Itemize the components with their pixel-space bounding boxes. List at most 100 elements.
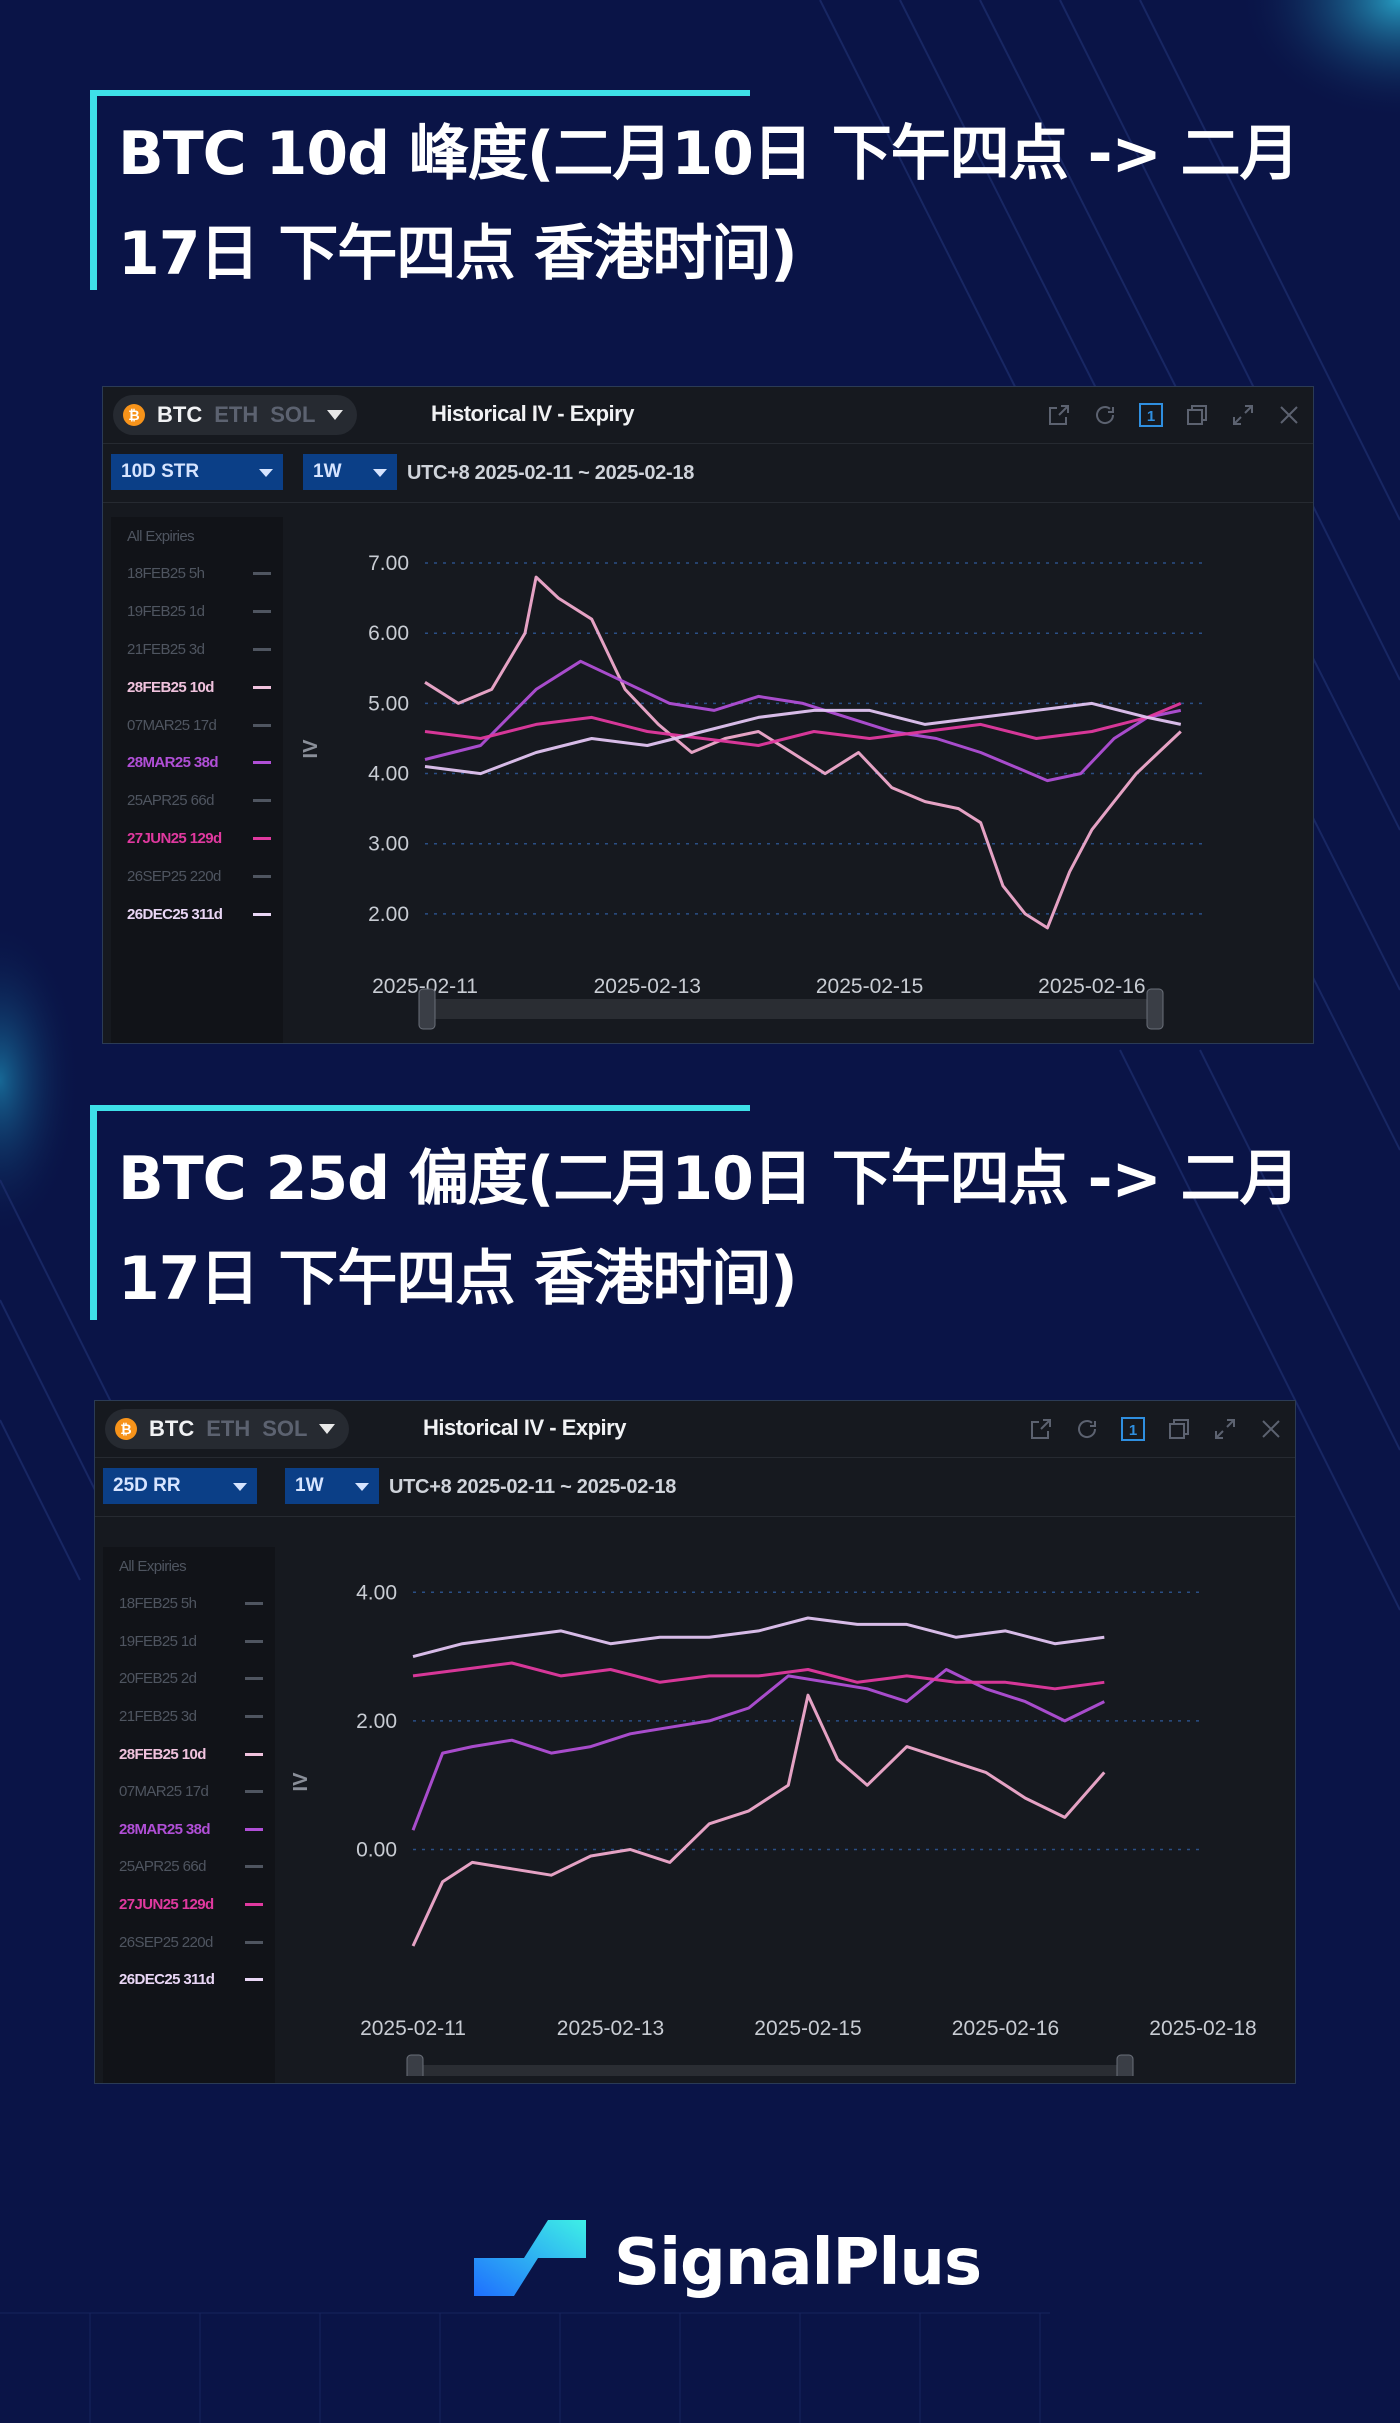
x-tick-label: 2025-02-16 [1038,975,1145,998]
chevron-down-icon [259,469,273,477]
series-swatch [245,1602,263,1606]
refresh-icon[interactable] [1091,401,1119,429]
expiry-item[interactable]: 07MAR25 17d [119,1781,263,1803]
coin-tab-sol[interactable]: SOL [270,402,316,427]
external-link-icon[interactable] [1045,401,1073,429]
y-tick-label: 2.00 [356,1710,397,1733]
coin-tab-eth[interactable]: ETH [206,1416,251,1441]
headline-accent-top [90,1105,750,1111]
range-slider-track [425,999,1157,1019]
widget-title: Historical IV - Expiry [431,401,634,426]
expiry-item[interactable]: 19FEB25 1d [127,601,271,623]
series-swatch [245,1790,263,1794]
expiry-item[interactable]: 20FEB25 2d [119,1668,263,1690]
expiry-item[interactable]: All Expiries [119,1555,263,1577]
x-tick-label: 2025-02-11 [372,975,478,998]
chart-widget-kurtosis: ₿ BTC ETH SOL Historical IV - Expiry 1 1… [102,386,1314,1044]
headline-text: BTC 25d 偏度(二月10日 下午四点 -> 二月17日 下午四点 香港时间… [118,1144,1300,1314]
signalplus-logo-icon [474,2220,586,2296]
expiry-label: 07MAR25 17d [127,716,217,734]
expiry-item[interactable]: 27JUN25 129d [127,827,271,849]
expiry-label: 18FEB25 5h [119,1595,197,1613]
series-swatch [245,1752,263,1756]
coin-tab-sol[interactable]: SOL [262,1416,308,1441]
expand-icon[interactable] [1211,1415,1239,1443]
chart-skew: 4.00 2.00 0.00 2025-02-11 2025-02-13 2025-02-… [290,1581,1257,2076]
headline-accent-top [90,90,750,96]
close-icon[interactable] [1275,401,1303,429]
expiry-label: 28MAR25 38d [127,754,219,772]
period-select[interactable]: 1W [303,454,397,490]
series-swatch [245,1714,263,1718]
close-icon[interactable] [1257,1415,1285,1443]
svg-text:1: 1 [1129,1422,1137,1439]
expiry-label: 28FEB25 10d [127,678,214,696]
y-tick-label: 4.00 [368,763,409,786]
coin-tab-btc[interactable]: BTC [149,1416,195,1441]
duplicate-icon[interactable] [1165,1415,1193,1443]
expiry-item[interactable]: 18FEB25 5h [119,1593,263,1615]
expiry-label: All Expiries [119,1557,187,1575]
expiry-item[interactable]: 26SEP25 220d [127,865,271,887]
headline-accent-left [90,1105,97,1320]
widget-topbar: ₿ BTC ETH SOL Historical IV - Expiry 1 [103,387,1313,444]
expiry-item[interactable]: 27JUN25 129d [119,1893,263,1915]
x-tick-label: 2025-02-13 [594,975,701,998]
metric-select[interactable]: 10D STR [111,454,283,490]
series-swatch [253,572,271,576]
range-slider-handle-right [1146,988,1164,1030]
date-range[interactable]: UTC+8 2025-02-11 ~ 2025-02-18 [389,1476,677,1498]
expiry-item[interactable]: 07MAR25 17d [127,714,271,736]
svg-text:1: 1 [1147,408,1155,425]
expiry-item[interactable]: 28MAR25 38d [119,1818,263,1840]
layout-one-icon[interactable]: 1 [1137,401,1165,429]
expiry-item[interactable]: 25APR25 66d [119,1856,263,1878]
window-controls: 1 [1027,1415,1285,1443]
expiry-item[interactable]: All Expiries [127,525,271,547]
series-line [412,1661,1105,1691]
series-swatch [245,1978,263,1982]
expand-icon[interactable] [1229,401,1257,429]
period-select-value: 1W [313,461,342,482]
y-tick-label: 5.00 [368,692,409,715]
coin-tab-btc[interactable]: BTC [157,402,203,427]
coin-selector: ₿ BTC ETH SOL [113,395,358,435]
expiry-item[interactable]: 28FEB25 10d [127,676,271,698]
range-slider-handle-left [406,2054,424,2076]
series-swatch [253,647,271,651]
metric-select-value: 10D STR [121,461,200,482]
expiry-item[interactable]: 26DEC25 311d [119,1969,263,1991]
metric-select[interactable]: 25D RR [103,1468,257,1504]
series-line [411,1693,1106,1947]
headline-accent-left [90,90,97,290]
expiry-item[interactable]: 26DEC25 311d [127,903,271,925]
coin-tab-eth[interactable]: ETH [214,402,259,427]
range-slider-handle-right [1116,2054,1134,2076]
chevron-down-icon [233,1483,247,1491]
external-link-icon[interactable] [1027,1415,1055,1443]
expiry-label: All Expiries [127,527,195,545]
headline-text: BTC 10d 峰度(二月10日 下午四点 -> 二月17日 下午四点 香港时间… [118,119,1300,289]
layout-one-icon[interactable]: 1 [1119,1415,1147,1443]
chevron-down-icon[interactable] [319,1424,336,1434]
expiry-label: 26SEP25 220d [127,867,221,885]
expiry-item[interactable]: 26SEP25 220d [119,1931,263,1953]
refresh-icon[interactable] [1073,1415,1101,1443]
date-range[interactable]: UTC+8 2025-02-11 ~ 2025-02-18 [407,462,695,484]
expiry-item[interactable]: 28FEB25 10d [119,1743,263,1765]
chevron-down-icon[interactable] [327,410,344,420]
period-select[interactable]: 1W [285,1468,379,1504]
series-line [424,575,1182,930]
expiry-label: 26SEP25 220d [119,1933,213,1951]
series-line [412,1616,1105,1659]
widget-title: Historical IV - Expiry [423,1415,626,1440]
expiry-item[interactable]: 28MAR25 38d [127,752,271,774]
range-slider-handle-left [418,988,436,1030]
expiry-list: All Expiries 18FEB25 5h 19FEB25 1d 20FEB25 … [103,1547,275,2083]
expiry-item[interactable]: 19FEB25 1d [119,1630,263,1652]
expiry-item[interactable]: 21FEB25 3d [127,638,271,660]
expiry-item[interactable]: 25APR25 66d [127,790,271,812]
duplicate-icon[interactable] [1183,401,1211,429]
expiry-item[interactable]: 18FEB25 5h [127,563,271,585]
expiry-item[interactable]: 21FEB25 3d [119,1705,263,1727]
